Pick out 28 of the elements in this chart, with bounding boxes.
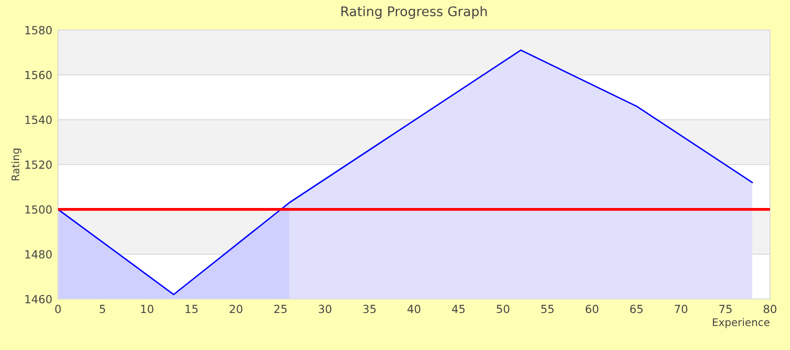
x-tick-label: 60	[586, 304, 598, 314]
x-tick-label: 55	[541, 304, 554, 314]
x-tick-label: 35	[363, 304, 376, 314]
y-tick-label: 1520	[25, 160, 52, 169]
x-tick-label: 0	[55, 304, 61, 314]
x-tick-label: 30	[318, 304, 332, 314]
y-tick-label: 1560	[25, 70, 52, 80]
x-tick-label: 25	[274, 304, 287, 314]
y-tick-label: 1580	[25, 26, 52, 34]
y-tick-label: 1500	[25, 205, 52, 214]
chart-title: Rating Progress Graph	[341, 6, 487, 19]
y-tick-label: 1480	[25, 250, 52, 259]
x-tick-label: 50	[496, 304, 510, 314]
x-tick-label: 80	[764, 304, 776, 314]
x-tick-label: 10	[141, 304, 154, 314]
x-tick-label: 40	[407, 304, 420, 314]
x-tick-label: 15	[186, 304, 198, 314]
y-tick-label: 1540	[25, 116, 52, 124]
x-tick-label: 5	[100, 304, 106, 314]
x-tick-label: 70	[674, 304, 688, 314]
line-series	[58, 49, 753, 296]
x-axis-title: Experience	[712, 318, 770, 328]
y-tick-label: 1460	[25, 294, 52, 304]
x-tick-label: 20	[230, 304, 242, 314]
x-tick-label: 75	[719, 304, 732, 314]
x-tick-label: 65	[630, 304, 643, 314]
y-axis-title: Rating	[11, 148, 22, 180]
x-tick-label: 45	[452, 304, 465, 314]
